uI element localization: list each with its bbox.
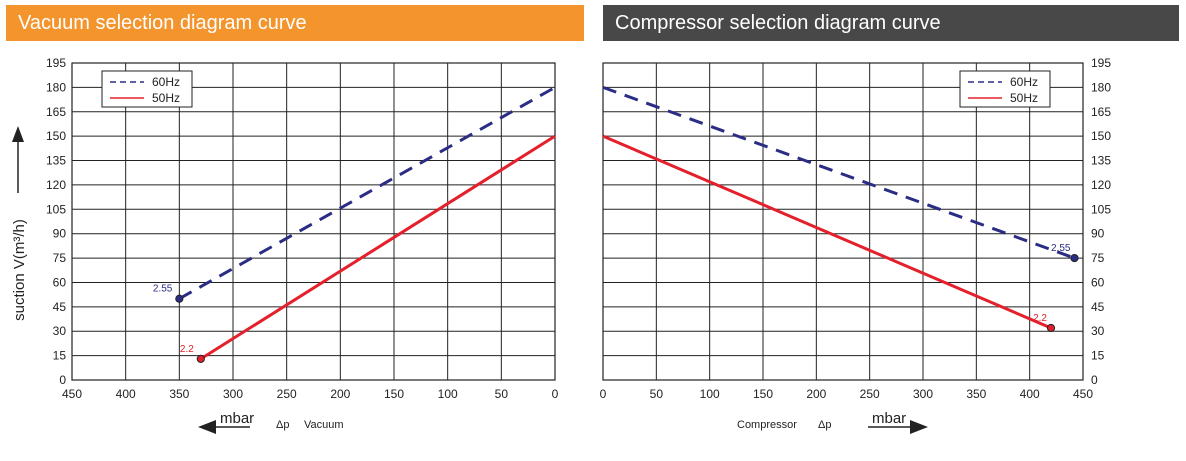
- compressor-series-50Hz-end-label: 2.2: [1033, 313, 1047, 324]
- compressor-y-tick-label: 75: [1091, 251, 1105, 265]
- vacuum-x-tick-label: 250: [277, 387, 297, 401]
- vacuum-y-tick-label: 75: [53, 251, 67, 265]
- vacuum-plot: 450 400 350 300 250 200 150 100 50 0 0 15 30 45 60 75 90…: [46, 56, 559, 401]
- compressor-y-tick-label: 60: [1091, 275, 1105, 289]
- y-axis-label: suction V(m³/h): [11, 219, 28, 321]
- vacuum-y-tick-label: 0: [59, 373, 66, 387]
- vacuum-x-tick-label: 450: [62, 387, 82, 401]
- compressor-x-tick-label: 200: [806, 387, 826, 401]
- left-arrow-icon: [198, 420, 250, 434]
- vacuum-x-tick-label: 400: [116, 387, 136, 401]
- vacuum-x-tick-label: 50: [495, 387, 509, 401]
- vacuum-x-tick-label: 150: [384, 387, 404, 401]
- compressor-xlabel-text: Compressor: [737, 419, 797, 431]
- y-axis-arrow-icon: [12, 126, 24, 193]
- compressor-plot-frame: [602, 62, 1084, 381]
- compressor-x-tick-label: 0: [600, 387, 607, 401]
- vacuum-legend-label: 60Hz: [152, 75, 180, 89]
- vacuum-y-tick-label: 180: [46, 80, 66, 94]
- vacuum-x-tick-label: 100: [438, 387, 458, 401]
- compressor-y-tick-label: 150: [1091, 129, 1111, 143]
- vacuum-plot-frame: [71, 62, 556, 381]
- vacuum-series-50Hz-end-label: 2.2: [180, 344, 194, 355]
- compressor-x-tick-label: 300: [913, 387, 933, 401]
- vacuum-y-tick-label: 30: [53, 324, 67, 338]
- vacuum-x-tick-label: 300: [223, 387, 243, 401]
- vacuum-series-60Hz-line: [178, 86, 556, 301]
- compressor-x-tick-label: 400: [1020, 387, 1040, 401]
- compressor-plot: 0 50 100 150 200 250 300 350 400 4500153045607590…: [600, 56, 1112, 401]
- compressor-y-tick-label: 180: [1091, 80, 1111, 94]
- compressor-xlabel-delta: Δp: [818, 419, 831, 431]
- compressor-xlabel-unit: mbar: [872, 410, 906, 427]
- vacuum-y-tick-label: 165: [46, 105, 66, 119]
- compressor-x-tick-label: 150: [753, 387, 773, 401]
- vacuum-y-tick-label: 150: [46, 129, 66, 143]
- compressor-legend-label: 50Hz: [1010, 91, 1038, 105]
- vacuum-y-tick-label: 60: [53, 275, 67, 289]
- right-arrow-icon: [868, 420, 928, 434]
- compressor-legend-box: [959, 70, 1051, 108]
- vacuum-series-50Hz-end-point: [196, 354, 205, 363]
- vacuum-legend-label: 50Hz: [152, 91, 180, 105]
- vacuum-xlabel-unit: mbar: [220, 410, 254, 427]
- vacuum-x-tick-label: 0: [552, 387, 559, 401]
- vacuum-series-50Hz-line: [200, 134, 556, 361]
- vacuum-xlabel-delta: Δp: [276, 419, 289, 431]
- compressor-y-tick-label: 30: [1091, 324, 1105, 338]
- compressor-y-tick-label: 45: [1091, 300, 1105, 314]
- vacuum-chart-title-banner: Vacuum selection diagram curve: [6, 5, 584, 41]
- vacuum-y-tick-label: 105: [46, 202, 66, 216]
- vacuum-y-tick-label: 90: [53, 227, 67, 241]
- compressor-x-tick-label: 100: [700, 387, 720, 401]
- vacuum-y-tick-label: 120: [46, 178, 66, 192]
- vacuum-x-tick-label: 200: [330, 387, 350, 401]
- vacuum-xlabel-text: Vacuum: [304, 419, 344, 431]
- compressor-x-tick-label: 50: [650, 387, 664, 401]
- vacuum-x-tick-label: 350: [169, 387, 189, 401]
- compressor-series-50Hz-line: [602, 134, 1052, 330]
- vacuum-series-60Hz-end-point: [175, 294, 184, 303]
- vacuum-y-tick-label: 45: [53, 300, 67, 314]
- vacuum-y-tick-label: 195: [46, 56, 66, 70]
- compressor-legend-label: 60Hz: [1010, 75, 1038, 89]
- vacuum-legend-box: [101, 70, 193, 108]
- compressor-y-tick-label: 120: [1091, 178, 1111, 192]
- vacuum-y-tick-label: 135: [46, 154, 66, 168]
- compressor-x-tick-label: 250: [860, 387, 880, 401]
- compressor-y-tick-label: 135: [1091, 154, 1111, 168]
- compressor-y-tick-label: 15: [1091, 349, 1105, 363]
- compressor-series-60Hz-end-point: [1070, 253, 1079, 263]
- compressor-x-tick-label: 450: [1073, 387, 1093, 401]
- compressor-series-60Hz-line: [602, 85, 1075, 260]
- compressor-x-tick-label: 350: [966, 387, 986, 401]
- compressor-series-60Hz-end-label: 2.55: [1051, 243, 1071, 254]
- compressor-y-tick-label: 195: [1091, 56, 1111, 70]
- compressor-y-tick-label: 90: [1091, 227, 1105, 241]
- compressor-series-50Hz-end-point: [1046, 323, 1056, 333]
- vacuum-y-tick-label: 15: [53, 349, 67, 363]
- compressor-y-tick-label: 105: [1091, 202, 1111, 216]
- compressor-y-tick-label: 0: [1091, 373, 1098, 387]
- vacuum-series-60Hz-end-label: 2.55: [153, 284, 173, 295]
- compressor-y-tick-label: 165: [1091, 105, 1111, 119]
- compressor-chart-title-banner: Compressor selection diagram curve: [603, 5, 1179, 41]
